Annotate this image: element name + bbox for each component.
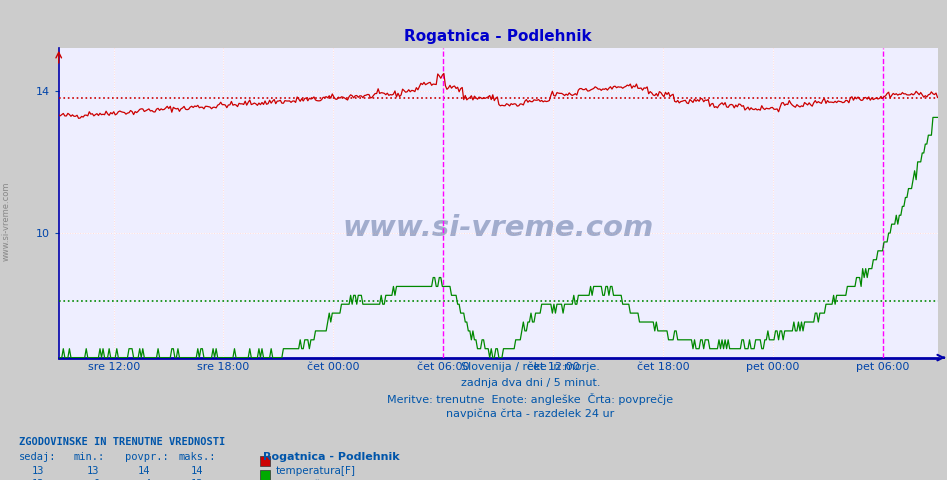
Text: 14: 14	[191, 466, 204, 476]
Text: 13: 13	[87, 466, 99, 476]
Text: sedaj:: sedaj:	[19, 452, 57, 462]
Title: Rogatnica - Podlehnik: Rogatnica - Podlehnik	[404, 29, 592, 44]
Text: 14: 14	[138, 466, 151, 476]
Text: navpična črta - razdelek 24 ur: navpična črta - razdelek 24 ur	[446, 408, 615, 419]
Text: Meritve: trenutne  Enote: angleške  Črta: povprečje: Meritve: trenutne Enote: angleške Črta: …	[387, 393, 673, 405]
Text: povpr.:: povpr.:	[125, 452, 169, 462]
Text: temperatura[F]: temperatura[F]	[276, 466, 355, 476]
Text: maks.:: maks.:	[178, 452, 216, 462]
Text: 13: 13	[32, 479, 45, 480]
Text: pretok[čevelj3/min]: pretok[čevelj3/min]	[276, 479, 378, 480]
Text: 13: 13	[191, 479, 204, 480]
Text: zadnja dva dni / 5 minut.: zadnja dva dni / 5 minut.	[460, 378, 600, 388]
Text: www.si-vreme.com: www.si-vreme.com	[2, 181, 11, 261]
Text: 0: 0	[93, 479, 99, 480]
Text: 13: 13	[32, 466, 45, 476]
Text: 4: 4	[144, 479, 151, 480]
Text: Slovenija / reke in morje.: Slovenija / reke in morje.	[461, 362, 599, 372]
Text: Rogatnica - Podlehnik: Rogatnica - Podlehnik	[263, 452, 400, 462]
Text: ZGODOVINSKE IN TRENUTNE VREDNOSTI: ZGODOVINSKE IN TRENUTNE VREDNOSTI	[19, 437, 225, 447]
Text: www.si-vreme.com: www.si-vreme.com	[343, 214, 653, 241]
Text: min.:: min.:	[74, 452, 105, 462]
